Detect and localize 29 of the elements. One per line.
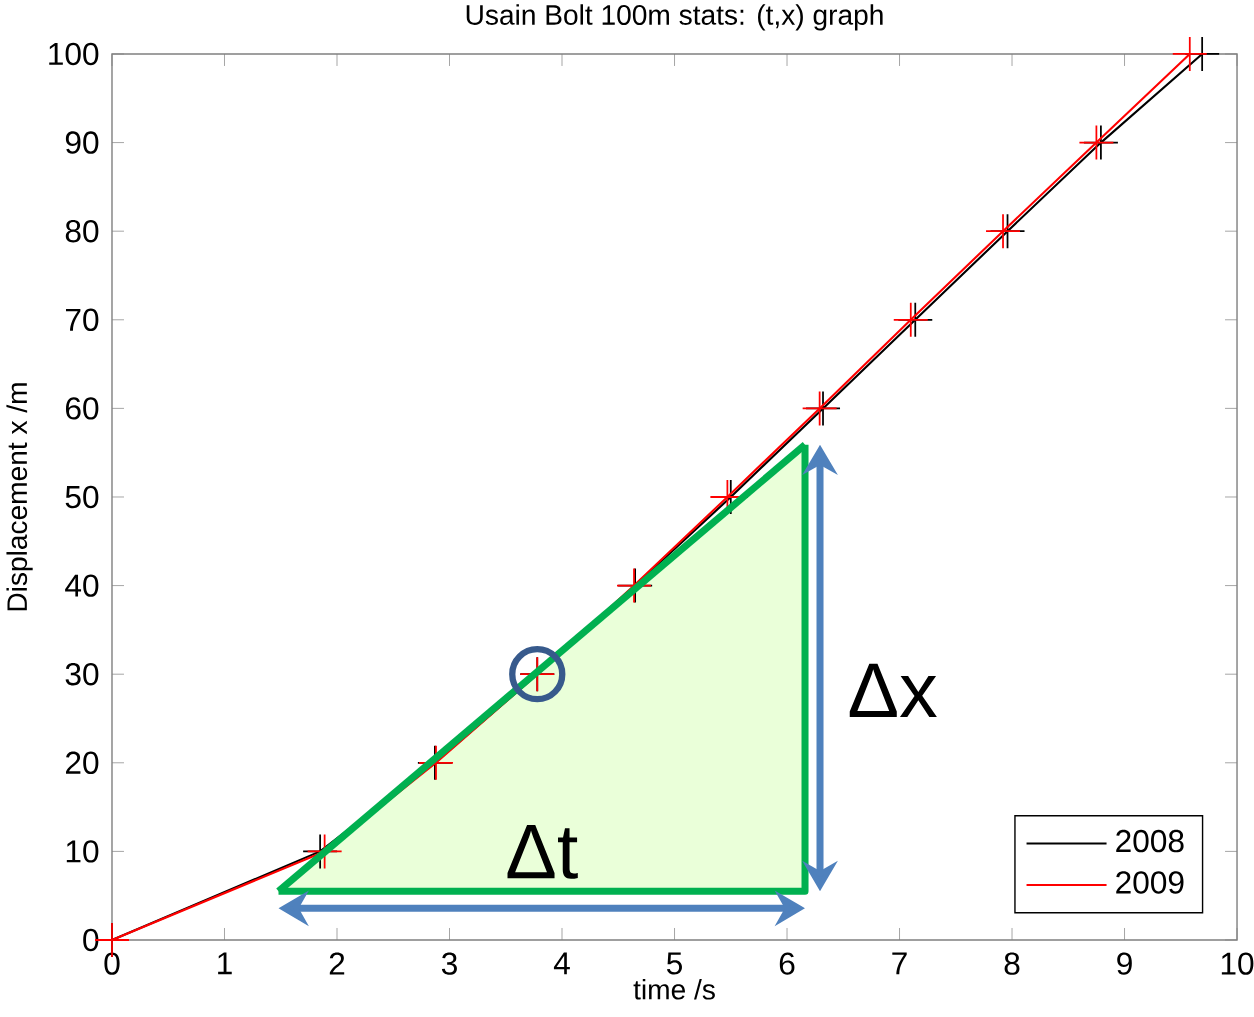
y-tick-label: 50: [65, 485, 99, 509]
x-tick-label: 1: [218, 952, 232, 975]
y-tick-label: 40: [65, 574, 99, 597]
legend-label: 2008: [1116, 829, 1184, 853]
y-tick-label: 70: [66, 308, 99, 332]
x-axis-title: time /s: [633, 978, 715, 1000]
x-tick-label: 6: [779, 952, 795, 975]
x-tick-label: 5: [666, 952, 682, 975]
y-tick-label: 80: [65, 219, 99, 243]
y-tick-label: 100: [49, 42, 99, 66]
y-tick-label: 90: [65, 131, 99, 154]
y-axis-title: Displacement x /m: [6, 383, 33, 611]
y-tick-label: 20: [66, 751, 99, 775]
chart-title: Usain Bolt 100m stats: (t,x) graph: [466, 4, 883, 31]
y-tick-label: 10: [66, 840, 99, 863]
x-tick-label: 9: [1117, 952, 1132, 975]
x-tick-label: 4: [553, 952, 570, 975]
annotation: Δt: [507, 825, 578, 879]
x-tick-label: 0: [104, 952, 120, 975]
y-tick-label: 30: [65, 662, 99, 686]
annotation: Δx: [849, 663, 937, 717]
y-tick-label: 60: [66, 397, 99, 420]
y-tick-label: 0: [83, 928, 99, 952]
x-tick-label: 2: [329, 952, 345, 975]
legend-label: 2009: [1116, 871, 1184, 894]
x-tick-label: 8: [1004, 952, 1020, 975]
x-tick-label: 3: [441, 952, 457, 975]
x-tick-label: 7: [892, 952, 907, 975]
x-tick-label: 10: [1221, 952, 1254, 975]
